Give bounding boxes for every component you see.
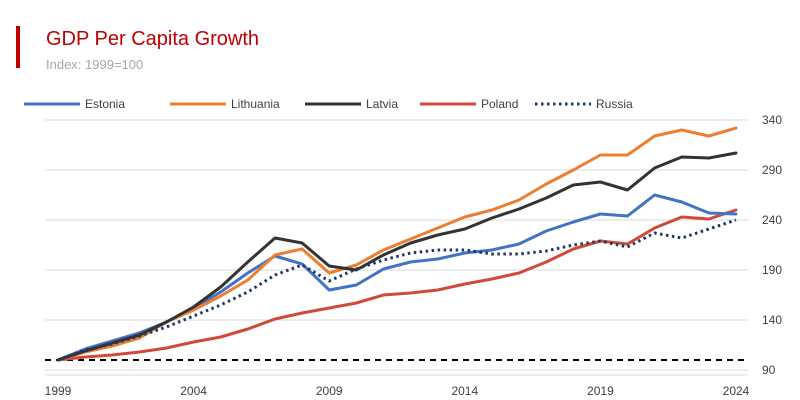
y-tick-label-190: 190 (762, 263, 782, 277)
chart-subtitle: Index: 1999=100 (46, 57, 144, 72)
x-tick-label-1999: 1999 (45, 384, 72, 398)
series-line-russia (57, 218, 737, 362)
title-accent-bar (16, 26, 20, 68)
legend-label-estonia: Estonia (85, 97, 125, 111)
y-tick-label-240: 240 (762, 213, 782, 227)
chart-title: GDP Per Capita Growth (46, 28, 260, 50)
y-tick-label-90: 90 (762, 363, 776, 377)
x-tick-label-2014: 2014 (451, 384, 478, 398)
x-tick-label-2009: 2009 (316, 384, 343, 398)
y-tick-label-140: 140 (762, 313, 782, 327)
legend: Estonia Lithuania Latvia Poland Russia (24, 97, 633, 111)
y-axis-ticks: 90 140 190 240 290 340 (762, 113, 782, 377)
series-line-latvia (56, 151, 738, 362)
gridlines (45, 119, 748, 376)
y-tick-label-340: 340 (762, 113, 782, 127)
legend-label-russia: Russia (596, 97, 633, 111)
y-tick-label-290: 290 (762, 163, 782, 177)
legend-label-poland: Poland (481, 97, 518, 111)
x-tick-label-2024: 2024 (723, 384, 750, 398)
legend-label-latvia: Latvia (366, 97, 398, 111)
series-line-poland (56, 208, 738, 362)
series-lines (56, 126, 738, 362)
x-axis-ticks: 1999 2004 2009 2014 2019 2024 (45, 384, 750, 398)
x-tick-label-2019: 2019 (587, 384, 614, 398)
legend-label-lithuania: Lithuania (231, 97, 280, 111)
x-tick-label-2004: 2004 (180, 384, 207, 398)
